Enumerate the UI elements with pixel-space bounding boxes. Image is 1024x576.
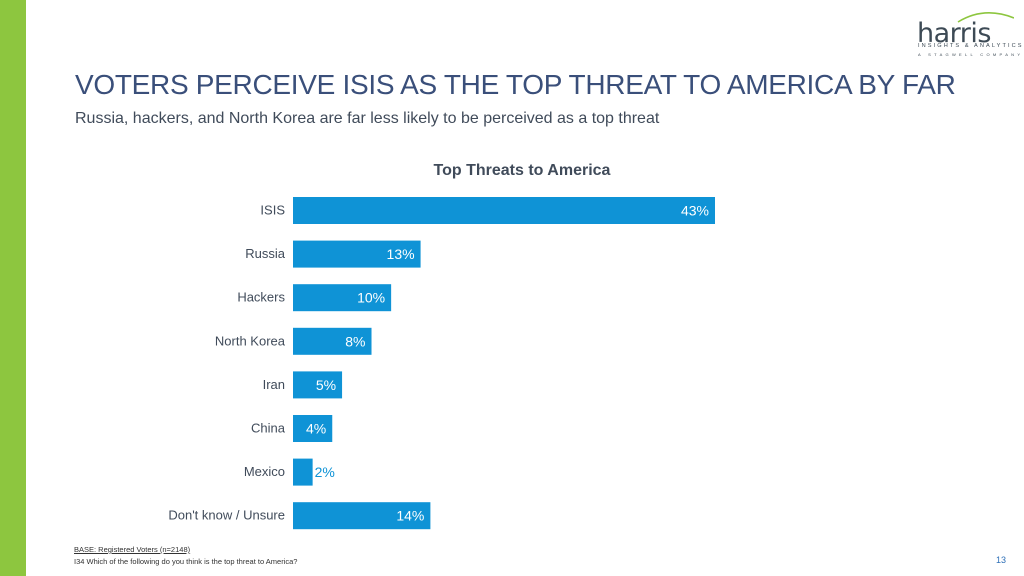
bar-don-t-know-unsure (293, 502, 431, 530)
logo-tagline: INSIGHTS & ANALYTICS (918, 43, 1024, 49)
category-label: Mexico (244, 464, 285, 479)
data-label: 43% (681, 203, 709, 219)
chart-title: Top Threats to America (434, 162, 611, 179)
category-label: China (251, 421, 286, 436)
page-title: VOTERS PERCEIVE ISIS AS THE TOP THREAT T… (75, 69, 956, 100)
data-label: 4% (306, 421, 326, 437)
accent-bar (0, 0, 26, 576)
page-subtitle: Russia, hackers, and North Korea are far… (75, 110, 660, 127)
footnote-base: BASE: Registered Voters (n=2148) (74, 545, 191, 554)
logo-swoosh-icon (957, 12, 1014, 23)
category-label: North Korea (215, 333, 286, 348)
harris-logo: harris INSIGHTS & ANALYTICS A STAGWELL C… (914, 8, 1022, 58)
bar-russia (293, 240, 421, 268)
data-label: 13% (387, 246, 415, 262)
category-label: Don't know / Unsure (168, 508, 285, 523)
logo-company: A STAGWELL COMPANY (918, 52, 1024, 57)
page-number: 13 (996, 555, 1007, 565)
bar-mexico (293, 458, 313, 486)
bar-iran (293, 371, 343, 399)
data-label: 2% (315, 464, 335, 480)
data-label: 8% (345, 333, 365, 349)
category-label: ISIS (260, 203, 285, 218)
bar-hackers (293, 284, 392, 312)
bar-china (293, 415, 333, 442)
category-label: Russia (245, 246, 286, 261)
bar-isis (293, 197, 715, 224)
footnote-question: I34 Which of the following do you think … (74, 557, 298, 566)
data-label: 14% (396, 508, 424, 524)
category-label: Iran (263, 377, 285, 392)
data-label: 10% (357, 290, 385, 306)
category-label: Hackers (237, 290, 285, 305)
logo-wordmark: harris (917, 18, 991, 49)
data-label: 5% (316, 377, 336, 393)
bar-north-korea (293, 327, 372, 355)
